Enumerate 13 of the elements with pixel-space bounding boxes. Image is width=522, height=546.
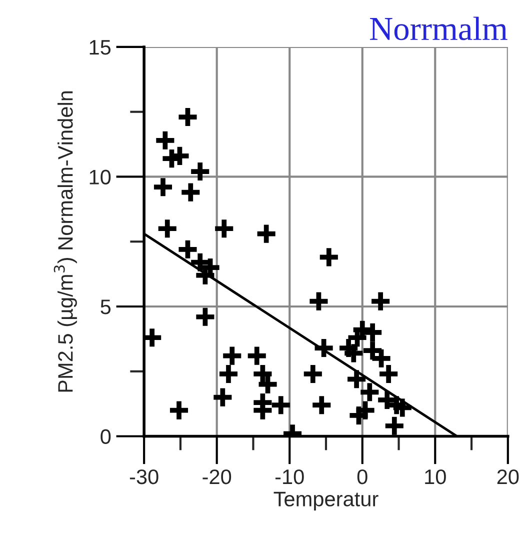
y-axis-title: PM2.5 (µg/m$^{3}$) Normalm-Vindeln — [54, 91, 77, 392]
x-tick-label: -30 — [130, 469, 158, 484]
x-tick-label: -20 — [202, 469, 232, 484]
x-tick-label: 0 — [357, 469, 368, 484]
y-tick-label: 10 — [90, 170, 111, 184]
x-tick-label: 10 — [425, 469, 446, 484]
x-tick-label: -10 — [275, 469, 304, 484]
x-axis-title: Temperatur — [274, 492, 378, 511]
y-tick-label: 15 — [90, 40, 111, 55]
chart-title: Norrmalm — [370, 16, 508, 40]
x-tick-label: 20 — [497, 469, 519, 484]
y-tick-label: 0 — [100, 429, 111, 444]
y-tick-label: 5 — [100, 300, 111, 314]
